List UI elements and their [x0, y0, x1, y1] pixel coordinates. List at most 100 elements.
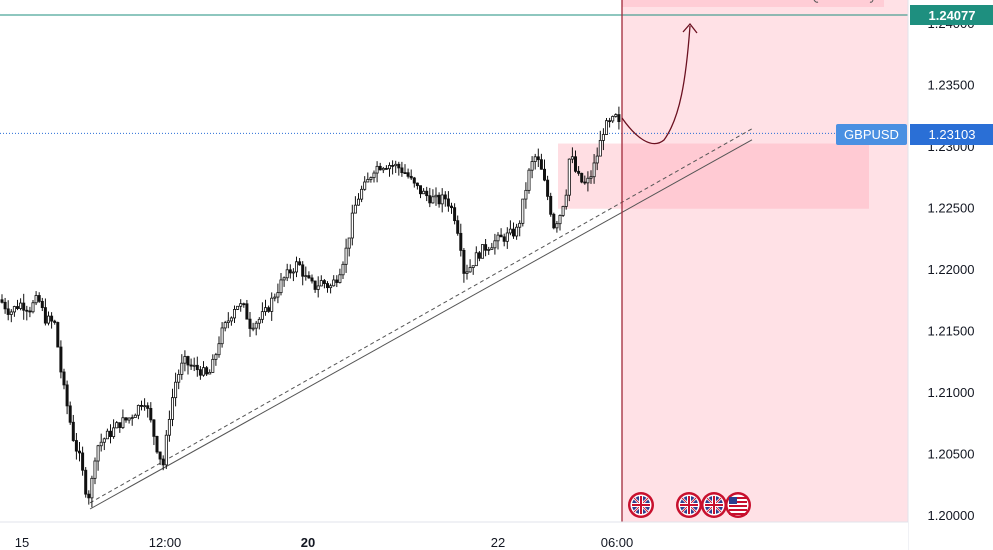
candle-body	[177, 374, 181, 383]
candle-body	[208, 372, 212, 375]
candle-body	[192, 364, 196, 367]
flag-stripe	[729, 509, 747, 511]
candle-body	[130, 417, 134, 419]
economic-events[interactable]	[628, 492, 751, 518]
current-price-text: 1.23103	[929, 127, 976, 142]
candle-body	[372, 172, 376, 179]
candle-body	[605, 120, 609, 135]
candle-body	[440, 194, 444, 205]
candle-body	[589, 176, 593, 179]
candle-body	[384, 167, 388, 170]
candle-body	[515, 226, 519, 237]
flag-stripe	[729, 501, 747, 503]
time-axis[interactable]: 15 12:00 20 22 06:00	[0, 521, 908, 550]
candle-body	[136, 404, 140, 416]
candle-body	[552, 213, 556, 229]
candle-body	[19, 302, 23, 309]
candle-body	[223, 322, 227, 329]
candle-body	[53, 320, 57, 323]
candle-body	[329, 285, 333, 289]
candle-body	[611, 116, 615, 122]
price-tick-label: 1.20500	[928, 447, 975, 462]
candle-body	[592, 162, 596, 178]
candle-body	[347, 237, 351, 249]
candle-body	[31, 302, 35, 313]
candle-body	[186, 356, 190, 366]
candle-body	[307, 275, 311, 279]
candle-body	[15, 306, 19, 309]
candle-body	[133, 414, 137, 418]
candle-body	[164, 434, 168, 466]
target-price-text: 1.24077	[929, 8, 976, 23]
candle-body	[539, 159, 543, 170]
candle-body	[505, 232, 509, 242]
candle-body	[397, 163, 401, 169]
candle-body	[369, 177, 373, 180]
candle-body	[279, 279, 283, 294]
candle-body	[0, 299, 4, 303]
price-axis[interactable]: 1.240001.235001.230001.225001.220001.215…	[907, 0, 993, 550]
trendline	[89, 139, 753, 510]
candle-body	[288, 269, 292, 274]
candle-body	[524, 189, 528, 200]
candle-body	[403, 172, 407, 175]
candle-body	[555, 223, 559, 229]
candle-body	[350, 212, 354, 239]
candle-body	[34, 295, 38, 304]
candle-body	[319, 280, 323, 287]
uk-flag-icon[interactable]	[628, 492, 654, 518]
us-flag-icon[interactable]	[725, 492, 751, 518]
candle-body	[484, 244, 488, 251]
uk-flag-icon[interactable]	[676, 492, 702, 518]
candle-body	[512, 228, 516, 237]
price-axis-background	[908, 0, 993, 550]
candle-body	[549, 195, 553, 215]
candle-body	[322, 280, 326, 284]
candle-body	[12, 306, 16, 313]
candle-body	[37, 295, 41, 302]
candle-body	[459, 232, 463, 251]
candle-body	[71, 421, 75, 441]
candle-body	[487, 249, 491, 251]
candle-body	[536, 156, 540, 161]
candle-body	[226, 320, 230, 324]
candle-body	[254, 322, 258, 329]
uk-flag-icon[interactable]	[701, 492, 727, 518]
candle-body	[22, 302, 26, 311]
partial-label-brackets	[813, 0, 874, 3]
candle-body	[201, 367, 205, 376]
candle-body	[294, 261, 298, 273]
candle-body	[443, 194, 447, 200]
candle-body	[530, 161, 534, 171]
drawing-layer	[0, 14, 908, 510]
candle-body	[381, 167, 385, 171]
candle-body	[158, 451, 162, 460]
candle-body	[3, 301, 7, 310]
time-tick-label: 06:00	[601, 535, 634, 550]
candle-body	[62, 371, 66, 386]
candle-body	[291, 271, 295, 274]
candle-body	[521, 198, 525, 224]
candle-body	[257, 318, 261, 324]
candle-body	[245, 303, 249, 320]
price-tick-label: 1.20000	[928, 508, 975, 523]
candle-body	[471, 265, 475, 268]
candle-body	[118, 422, 122, 428]
candle-body	[217, 343, 221, 356]
target-price-label: 1.24077	[910, 5, 993, 25]
flag-canton	[729, 497, 737, 504]
candle-body	[239, 303, 243, 307]
candle-body	[387, 165, 391, 170]
flag-stripe	[729, 513, 747, 515]
candle-body	[456, 220, 460, 234]
candle-body	[155, 435, 159, 453]
candle-body	[446, 198, 450, 207]
candle-body	[353, 204, 357, 214]
candle-body	[363, 181, 367, 190]
candle-body	[167, 418, 171, 436]
candle-body	[25, 309, 29, 312]
candle-body	[112, 427, 116, 437]
candle-body	[174, 381, 178, 399]
price-tick-label: 1.21000	[928, 385, 975, 400]
